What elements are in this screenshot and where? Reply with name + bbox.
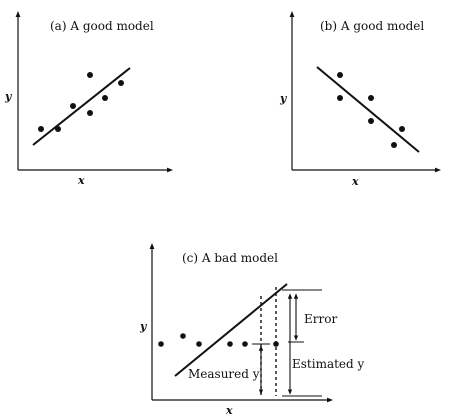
- panel-c-point: [242, 341, 248, 347]
- panel-a-point: [38, 126, 44, 132]
- panel-c-y-label: y: [139, 320, 148, 333]
- panel-b-point: [368, 118, 374, 124]
- panel-a-point: [70, 103, 76, 109]
- panel-b-point: [391, 142, 397, 148]
- panel-b-point: [399, 126, 405, 132]
- panel-a-point: [118, 80, 124, 86]
- panel-c-error-label: Error: [304, 312, 337, 326]
- panel-c-regression-line: [174, 283, 288, 377]
- panel-b-regression-line: [316, 66, 420, 153]
- panel-c-point: [196, 341, 202, 347]
- panel-b-y-label: y: [279, 92, 288, 105]
- panel-a-title: (a) A good model: [50, 19, 154, 33]
- panel-b: (b) A good model y x: [279, 11, 441, 188]
- panel-a-y-label: y: [4, 90, 13, 103]
- panel-a: (a) A good model y x: [4, 11, 173, 187]
- panel-a-x-label: x: [77, 174, 85, 187]
- panel-b-x-label: x: [351, 175, 359, 188]
- panel-c-title: (c) A bad model: [182, 251, 278, 265]
- panel-b-point: [337, 72, 343, 78]
- panel-c-estimated-label: Estimated y: [292, 357, 365, 371]
- panel-a-point: [87, 110, 93, 116]
- panel-c-measured-label: Measured y: [188, 367, 260, 381]
- panel-a-point: [102, 95, 108, 101]
- panel-b-title: (b) A good model: [320, 19, 424, 33]
- panel-a-point: [87, 72, 93, 78]
- panel-a-regression-line: [32, 67, 131, 146]
- panel-c-x-label: x: [225, 404, 233, 417]
- panel-c-point: [227, 341, 233, 347]
- panel-a-point: [55, 126, 61, 132]
- panel-c-point: [158, 341, 164, 347]
- panel-c-point: [180, 333, 186, 339]
- panel-b-point: [337, 95, 343, 101]
- panel-c: (c) A bad model y x Error Measured y Est…: [139, 243, 365, 417]
- panel-b-point: [368, 95, 374, 101]
